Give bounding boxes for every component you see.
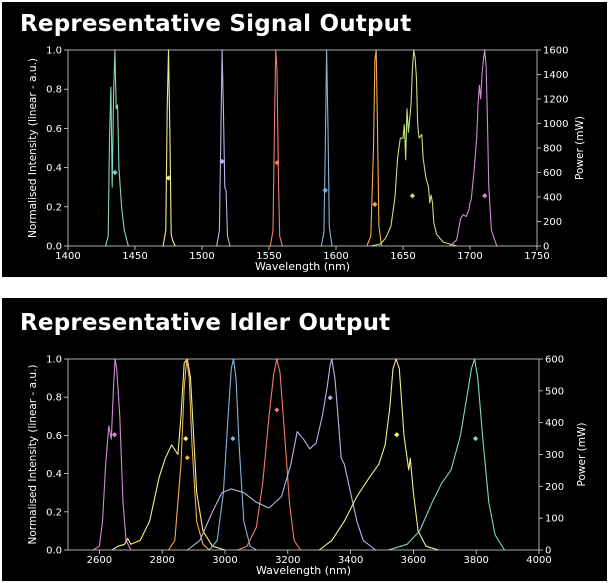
power-marker-4 xyxy=(274,160,280,166)
x-tick-label: 3000 xyxy=(212,555,237,566)
y2-tick-label: 1000 xyxy=(543,119,568,130)
power-marker-6 xyxy=(327,395,333,401)
power-marker-8 xyxy=(482,193,488,199)
power-marker-5 xyxy=(322,187,328,193)
x-axis-label: Wavelength (nm) xyxy=(255,260,350,273)
y-tick-label: 0.2 xyxy=(46,202,62,213)
power-markers xyxy=(112,158,488,207)
x-tick-label: 1700 xyxy=(457,251,482,262)
y-tick-label: 0.4 xyxy=(46,469,62,480)
y-tick-label: 0.6 xyxy=(46,431,62,442)
y-tick-label: 0.6 xyxy=(46,124,62,135)
power-marker-1 xyxy=(112,169,118,176)
spectrum-line-1 xyxy=(92,358,132,551)
y-axis-label: Normalised Intensity (linear - a.u.) xyxy=(27,58,39,238)
y2-tick-label: 500 xyxy=(545,386,564,397)
spectrum-line-4 xyxy=(269,49,283,247)
power-marker-3 xyxy=(219,158,225,165)
power-marker-5 xyxy=(274,407,280,413)
x-tick-label: 3600 xyxy=(401,555,426,566)
y2-tick-label: 300 xyxy=(545,450,564,461)
power-marker-6 xyxy=(372,201,378,207)
x-tick-label: 1500 xyxy=(189,251,214,262)
y2-tick-label: 0 xyxy=(545,546,551,557)
y2-tick-label: 400 xyxy=(543,193,562,204)
y-tick-label: 0.2 xyxy=(46,507,62,518)
spectrum-line-6 xyxy=(366,49,383,247)
x-axis-label: Wavelength (nm) xyxy=(256,564,351,577)
x-tick-label: 1550 xyxy=(256,251,281,262)
y-axis-label: Normalised Intensity (linear - a.u.) xyxy=(27,364,39,544)
power-marker-3 xyxy=(184,455,190,461)
y2-tick-label: 600 xyxy=(545,355,564,366)
y2-tick-label: 1200 xyxy=(543,95,568,106)
y-tick-label: 0.4 xyxy=(46,163,62,174)
spectrum-line-2 xyxy=(162,49,176,247)
power-marker-7 xyxy=(394,432,400,438)
spectrum-line-7 xyxy=(370,49,457,247)
y-tick-label: 0.8 xyxy=(46,85,62,96)
spectrum-line-7 xyxy=(318,358,439,551)
power-marker-2 xyxy=(183,435,189,442)
x-tick-label: 2600 xyxy=(87,555,112,566)
x-tick-label: 4000 xyxy=(526,555,551,566)
idler-chart: 2600 2800 3000 3200 3400 3600 3800 40000.00.20.… xyxy=(27,355,588,578)
y2-tick-label: 600 xyxy=(543,168,562,179)
spectrum-line-2 xyxy=(111,358,226,551)
spectrum-line-4 xyxy=(208,358,257,551)
power-marker-2 xyxy=(165,175,172,181)
x-tick-label: 3800 xyxy=(463,555,488,566)
x-tick-label: 1450 xyxy=(122,251,147,262)
signal-chart-panel: Representative Signal Output 1400 1450 150… xyxy=(2,2,607,277)
plot-frame xyxy=(67,49,538,247)
y-tick-label: 1.0 xyxy=(46,46,62,57)
y2-tick-label: 400 xyxy=(545,418,564,429)
x-tick-label: 1750 xyxy=(524,251,549,262)
y2-tick-label: 1600 xyxy=(543,46,568,57)
spectrum-line-8 xyxy=(388,358,505,551)
spectrum-line-8 xyxy=(449,49,498,247)
series-group xyxy=(104,49,498,247)
signal-chart-title: Representative Signal Output xyxy=(20,11,412,37)
idler-chart-title: Representative Idler Output xyxy=(20,310,391,336)
x-tick-label: 3400 xyxy=(338,555,363,566)
y2-tick-label: 1400 xyxy=(543,70,568,81)
spectrum-line-5 xyxy=(237,358,301,551)
signal-chart: 1400 1450 1500 1550 1600 1650 1700 1750 0.0 0.2 0.… xyxy=(27,46,586,274)
spectrum-line-3 xyxy=(216,49,231,247)
y2-axis-label: Power (mW) xyxy=(574,116,586,180)
y2-tick-label: 0 xyxy=(543,242,549,253)
x-tick-label: 3200 xyxy=(275,555,300,566)
x-tick-label: 1650 xyxy=(390,251,415,262)
spectrum-line-5 xyxy=(320,49,333,247)
y2-tick-label: 200 xyxy=(543,217,562,228)
power-markers xyxy=(111,395,479,461)
y2-tick-label: 100 xyxy=(545,514,564,525)
spectrum-line-1 xyxy=(104,49,129,247)
y2-tick-label: 200 xyxy=(545,482,564,493)
y-tick-label: 0.0 xyxy=(46,242,62,253)
series-group xyxy=(92,358,505,551)
x-tick-label: 1400 xyxy=(55,251,80,262)
power-marker-4 xyxy=(230,435,236,442)
power-marker-1 xyxy=(111,432,118,438)
power-marker-7 xyxy=(409,193,415,199)
y-tick-label: 1.0 xyxy=(46,355,62,366)
x-tick-label: 1600 xyxy=(323,251,348,262)
idler-chart-panel: Representative Idler Output 2600 2800 3000… xyxy=(2,298,607,581)
x-tick-label: 2800 xyxy=(149,555,174,566)
y-tick-label: 0.8 xyxy=(46,393,62,404)
y2-tick-label: 800 xyxy=(543,144,562,155)
power-marker-8 xyxy=(472,435,479,442)
y-tick-label: 0.0 xyxy=(46,546,62,557)
spectrum-line-6 xyxy=(186,358,377,551)
y2-axis-label: Power (mW) xyxy=(576,423,588,487)
spectrum-line-3 xyxy=(168,358,210,551)
